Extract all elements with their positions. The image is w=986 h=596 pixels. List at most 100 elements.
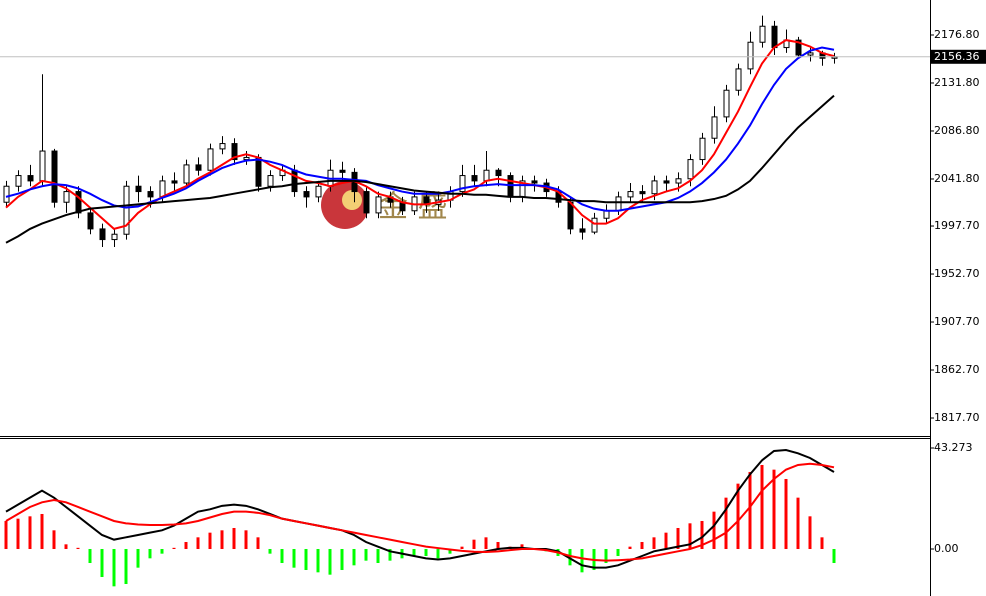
histogram-bar xyxy=(364,548,368,561)
candle-body xyxy=(27,175,34,182)
histogram-bar xyxy=(64,544,68,549)
candle-body xyxy=(483,169,490,182)
candle-body xyxy=(219,143,226,150)
y-tick-label: 1817.70 xyxy=(934,411,980,424)
histogram-bar xyxy=(604,548,608,563)
histogram-bar xyxy=(376,548,380,563)
histogram-bar xyxy=(244,530,248,549)
candle-body xyxy=(231,143,238,161)
candle-body xyxy=(243,156,250,161)
y-tick-label: 1997.70 xyxy=(934,219,980,232)
y-tick-label: 2131.80 xyxy=(934,76,980,89)
y-tick-label: 1907.70 xyxy=(934,315,980,328)
candle-body xyxy=(567,201,574,230)
candle-body xyxy=(87,212,94,230)
candle-body xyxy=(375,196,382,214)
candle-body xyxy=(747,41,754,70)
y-tick-label: 0.00 xyxy=(934,542,959,555)
candle-body xyxy=(111,233,118,241)
histogram-bar xyxy=(580,548,584,573)
candle-body xyxy=(591,217,598,233)
candle-body xyxy=(699,137,706,161)
histogram-bar xyxy=(388,548,392,561)
candle-body xyxy=(651,180,658,195)
candle-body xyxy=(795,39,802,56)
histogram-bar xyxy=(472,539,476,549)
indicator-line xyxy=(5,462,835,562)
histogram-bar xyxy=(424,548,428,556)
watermark-logo xyxy=(321,181,369,229)
histogram-bar xyxy=(700,520,704,549)
candle-body xyxy=(339,169,346,173)
histogram-bar xyxy=(796,497,800,549)
histogram-bar xyxy=(4,520,8,549)
candle-body xyxy=(723,89,730,118)
y-tick-label: 2176.80 xyxy=(934,28,980,41)
candle-body xyxy=(579,228,586,233)
histogram-bar xyxy=(256,537,260,549)
candle-body xyxy=(531,180,538,184)
histogram-bar xyxy=(208,532,212,549)
histogram-bar xyxy=(220,530,224,549)
candle-body xyxy=(603,210,610,219)
candle-body xyxy=(255,156,262,187)
candle-body xyxy=(159,180,166,198)
y-tick-label: 2086.80 xyxy=(934,124,980,137)
histogram-bar xyxy=(232,527,236,549)
histogram-bar xyxy=(820,537,824,549)
histogram-bar xyxy=(460,546,464,549)
histogram-bar xyxy=(568,548,572,566)
histogram-bar xyxy=(268,548,272,554)
candle-body xyxy=(3,185,10,203)
histogram-bar xyxy=(100,548,104,578)
histogram-bar xyxy=(136,548,140,568)
histogram-bar xyxy=(316,548,320,573)
histogram-bar xyxy=(28,516,32,549)
histogram-bar xyxy=(124,548,128,585)
histogram-bar xyxy=(652,537,656,549)
candle-body xyxy=(15,175,22,187)
histogram-bar xyxy=(760,464,764,549)
histogram-bar xyxy=(712,511,716,549)
histogram-bar xyxy=(676,527,680,549)
histogram-bar xyxy=(664,532,668,549)
histogram-bar xyxy=(184,541,188,549)
histogram-bar xyxy=(448,548,452,554)
candle-body xyxy=(39,150,46,182)
histogram-bar xyxy=(172,547,176,549)
histogram-bar xyxy=(280,548,284,563)
histogram-bar xyxy=(52,530,56,549)
histogram-bar xyxy=(112,548,116,587)
candle-body xyxy=(711,116,718,139)
histogram-bar xyxy=(352,548,356,566)
candle-body xyxy=(771,25,778,49)
candle-body xyxy=(807,52,814,56)
candle-body xyxy=(687,159,694,180)
histogram-bar xyxy=(640,541,644,549)
y-tick-label: 1952.70 xyxy=(934,267,980,280)
candle-body xyxy=(663,180,670,184)
histogram-bar xyxy=(436,548,440,559)
candle-body xyxy=(207,148,214,171)
logo-inner xyxy=(342,190,362,210)
plot: 2176.80 2131.80 2086.80 2041.80 1997.70 1952.… xyxy=(0,15,986,587)
candle-body xyxy=(147,191,154,198)
candle-body xyxy=(471,175,478,182)
histogram-bar xyxy=(148,548,152,559)
histogram-bar xyxy=(40,513,44,549)
histogram-bar xyxy=(496,541,500,549)
candle-body xyxy=(183,164,190,184)
y-tick-label: 1862.70 xyxy=(934,363,980,376)
histogram-bar xyxy=(772,469,776,549)
candle-body xyxy=(507,175,514,198)
histogram-bar xyxy=(160,548,164,554)
candle-body xyxy=(675,178,682,184)
indicator-line xyxy=(5,39,835,231)
candle-body xyxy=(639,191,646,195)
indicator-line xyxy=(5,449,835,569)
candle-body xyxy=(291,169,298,193)
histogram-bar xyxy=(412,548,416,556)
